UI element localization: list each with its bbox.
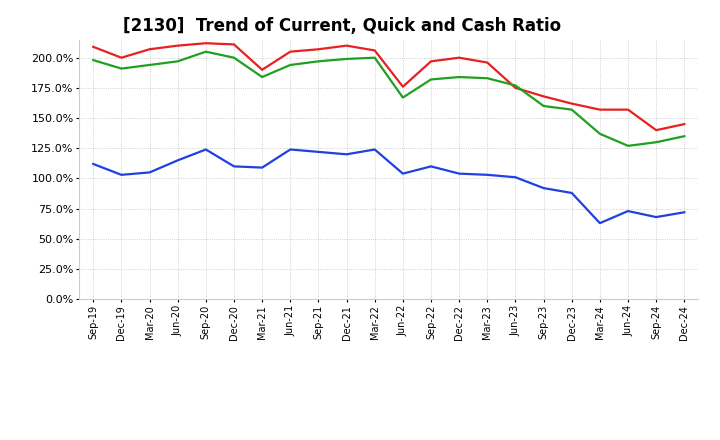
Text: [2130]  Trend of Current, Quick and Cash Ratio: [2130] Trend of Current, Quick and Cash … xyxy=(122,17,561,35)
Current Ratio xyxy=(174,43,182,48)
Line: Quick Ratio: Quick Ratio xyxy=(94,51,684,146)
Cash Ratio xyxy=(145,170,154,175)
Current Ratio xyxy=(145,47,154,52)
Cash Ratio xyxy=(258,165,266,170)
Current Ratio xyxy=(652,128,660,133)
Current Ratio xyxy=(230,42,238,47)
Current Ratio xyxy=(314,47,323,52)
Cash Ratio xyxy=(624,209,632,214)
Current Ratio xyxy=(399,84,408,89)
Current Ratio xyxy=(455,55,464,60)
Current Ratio xyxy=(370,48,379,53)
Quick Ratio xyxy=(145,62,154,68)
Quick Ratio xyxy=(399,95,408,100)
Quick Ratio xyxy=(483,76,492,81)
Cash Ratio xyxy=(117,172,126,177)
Current Ratio xyxy=(258,67,266,73)
Quick Ratio xyxy=(230,55,238,60)
Current Ratio xyxy=(511,85,520,91)
Cash Ratio xyxy=(539,186,548,191)
Quick Ratio xyxy=(567,107,576,112)
Quick Ratio xyxy=(680,134,688,139)
Quick Ratio xyxy=(202,49,210,54)
Current Ratio xyxy=(427,59,436,64)
Current Ratio xyxy=(89,44,98,49)
Quick Ratio xyxy=(342,56,351,62)
Quick Ratio xyxy=(595,131,604,136)
Quick Ratio xyxy=(89,58,98,63)
Current Ratio xyxy=(624,107,632,112)
Cash Ratio xyxy=(483,172,492,177)
Cash Ratio xyxy=(567,191,576,196)
Quick Ratio xyxy=(539,103,548,109)
Current Ratio xyxy=(539,94,548,99)
Quick Ratio xyxy=(117,66,126,71)
Cash Ratio xyxy=(314,149,323,154)
Cash Ratio xyxy=(455,171,464,176)
Cash Ratio xyxy=(652,214,660,220)
Quick Ratio xyxy=(652,139,660,145)
Cash Ratio xyxy=(370,147,379,152)
Cash Ratio xyxy=(595,220,604,226)
Current Ratio xyxy=(342,43,351,48)
Quick Ratio xyxy=(314,59,323,64)
Line: Current Ratio: Current Ratio xyxy=(94,43,684,130)
Current Ratio xyxy=(202,40,210,46)
Cash Ratio xyxy=(680,209,688,215)
Current Ratio xyxy=(567,101,576,106)
Cash Ratio xyxy=(342,152,351,157)
Current Ratio xyxy=(595,107,604,112)
Quick Ratio xyxy=(258,74,266,80)
Quick Ratio xyxy=(624,143,632,148)
Cash Ratio xyxy=(286,147,294,152)
Cash Ratio xyxy=(427,164,436,169)
Cash Ratio xyxy=(202,147,210,152)
Quick Ratio xyxy=(455,74,464,80)
Cash Ratio xyxy=(230,164,238,169)
Current Ratio xyxy=(680,121,688,127)
Quick Ratio xyxy=(174,59,182,64)
Current Ratio xyxy=(286,49,294,54)
Current Ratio xyxy=(483,60,492,65)
Cash Ratio xyxy=(399,171,408,176)
Cash Ratio xyxy=(174,158,182,163)
Cash Ratio xyxy=(511,175,520,180)
Cash Ratio xyxy=(89,161,98,167)
Current Ratio xyxy=(117,55,126,60)
Quick Ratio xyxy=(427,77,436,82)
Quick Ratio xyxy=(286,62,294,68)
Quick Ratio xyxy=(370,55,379,60)
Line: Cash Ratio: Cash Ratio xyxy=(94,150,684,223)
Quick Ratio xyxy=(511,83,520,88)
